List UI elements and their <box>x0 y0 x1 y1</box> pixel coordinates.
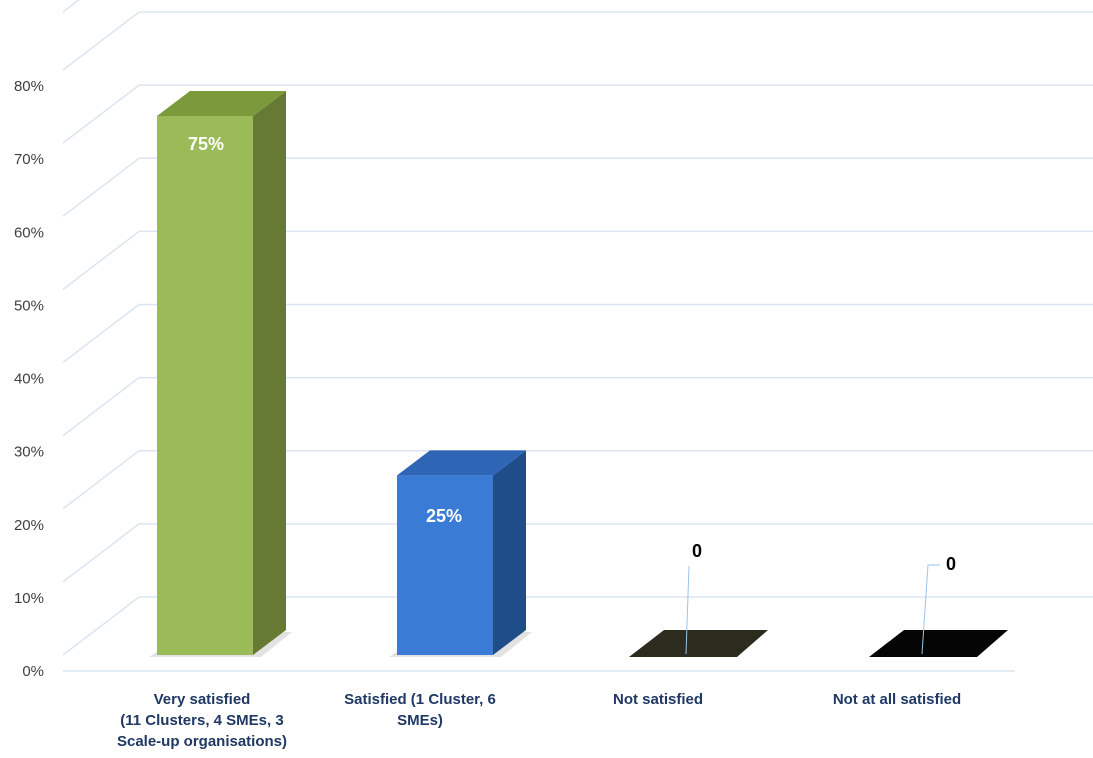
leader-line <box>921 564 940 655</box>
gridline-side <box>62 84 140 144</box>
gridline-side <box>62 157 140 217</box>
x-tick-label: Not satisfied <box>613 691 703 708</box>
gridline-side <box>62 230 140 290</box>
bar-side <box>253 90 286 655</box>
data-label: 75% <box>188 134 224 154</box>
data-label: 0 <box>692 541 702 561</box>
y-tick-label: 20% <box>14 517 44 534</box>
bar <box>869 630 1008 657</box>
x-tick-label-line: (11 Clusters, 4 SMEs, 3 <box>120 712 283 729</box>
x-tick-label-line: SMEs) <box>397 712 443 729</box>
bar <box>389 450 532 657</box>
bar-top <box>157 90 286 116</box>
data-label: 0 <box>946 554 956 574</box>
bar-zero <box>869 630 1008 657</box>
y-tick-label: 10% <box>14 590 44 607</box>
y-tick-label: 50% <box>14 297 44 314</box>
x-tick-label-line: Satisfied (1 Cluster, 6 <box>344 691 496 708</box>
x-tick-label: Very satisfied (11 Clusters, 4 SMEs, 3 Sca… <box>117 691 287 750</box>
gridline-side <box>62 377 140 437</box>
bar-zero <box>629 630 768 657</box>
gridline-side <box>62 303 140 364</box>
x-tick-label: Not at all satisfied <box>833 691 961 708</box>
bar-front <box>157 115 253 655</box>
data-label: 25% <box>426 506 462 526</box>
gridlines <box>62 0 1093 672</box>
x-tick-label-line: Not at all satisfied <box>833 691 961 708</box>
gridline-side <box>62 450 140 510</box>
y-tick-label: 80% <box>14 78 44 95</box>
y-tick-label: 30% <box>14 444 44 461</box>
x-tick-label-line: Very satisfied <box>154 691 251 708</box>
gridline-side <box>62 523 140 583</box>
y-tick-label: 40% <box>14 371 44 388</box>
bar-side <box>493 450 526 655</box>
gridline-side <box>62 0 80 13</box>
gridline-side <box>62 11 140 71</box>
leader-line <box>685 565 690 655</box>
x-tick-label-line: Not satisfied <box>613 691 703 708</box>
bar-front <box>397 475 493 655</box>
y-tick-label: 60% <box>14 224 44 241</box>
x-tick-label: Satisfied (1 Cluster, 6 SMEs) <box>344 691 496 729</box>
bar <box>149 90 292 657</box>
x-tick-label-line: Scale-up organisations) <box>117 733 287 750</box>
y-tick-label: 70% <box>14 151 44 168</box>
bar <box>629 630 768 657</box>
bar-top <box>397 450 526 476</box>
gridline-side <box>62 596 140 656</box>
y-tick-label: 0% <box>22 663 44 680</box>
